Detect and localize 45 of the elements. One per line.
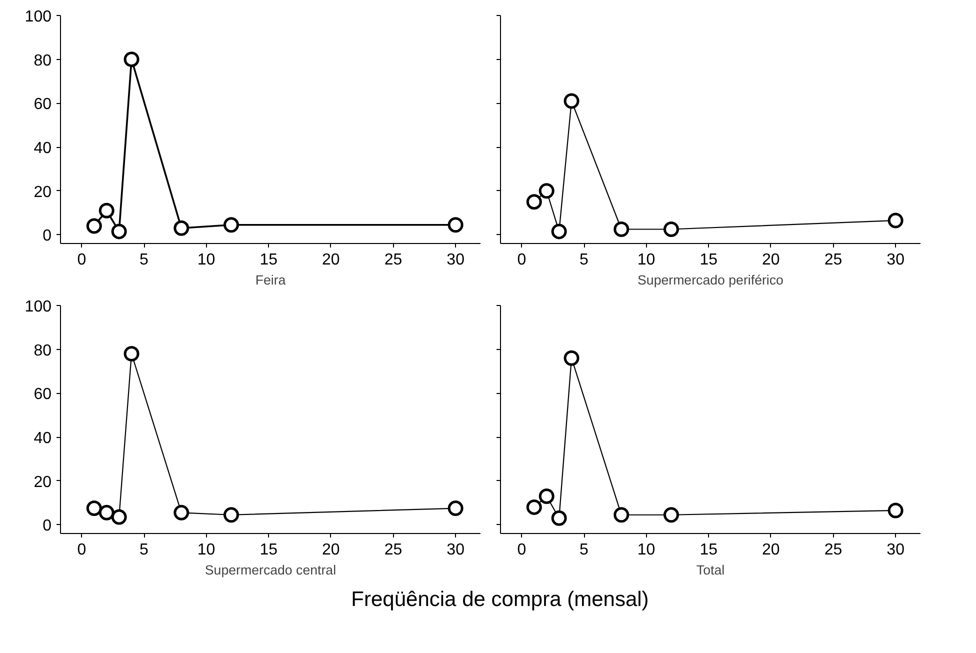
y-tick-label: 20 <box>34 184 52 201</box>
x-tick-label: 25 <box>384 542 402 558</box>
x-tick-label: 5 <box>140 252 149 268</box>
x-tick-label: 30 <box>886 542 905 558</box>
x-tick-label: 10 <box>637 252 656 268</box>
x-tick-label: 20 <box>762 252 780 268</box>
x-tick-label: 20 <box>322 252 340 268</box>
x-tick-label: 15 <box>700 542 718 558</box>
x-axis-title: Supermercado central <box>204 562 336 578</box>
x-tick-label: 30 <box>446 252 465 268</box>
x-tick-label: 25 <box>384 252 402 268</box>
x-tick-label: 0 <box>517 252 526 268</box>
x-tick-label: 10 <box>197 252 216 268</box>
y-tick-label: 20 <box>34 474 52 491</box>
x-tick-label: 5 <box>580 542 589 558</box>
x-axis-title: Total <box>696 562 725 578</box>
x-tick-label: 10 <box>197 542 216 558</box>
y-tick-label: 60 <box>34 96 52 114</box>
x-axis-title: Feira <box>255 272 286 288</box>
x-tick-label: 30 <box>446 542 465 558</box>
x-tick-label: 5 <box>140 542 149 558</box>
x-tick-label: 20 <box>322 542 340 558</box>
y-tick-label: 100 <box>24 8 52 26</box>
text: Freqüência de compra (mensal) <box>351 587 649 613</box>
y-tick-label: 0 <box>42 228 52 245</box>
x-tick-label: 0 <box>77 542 86 558</box>
y-tick-label: 40 <box>34 430 52 448</box>
y-tick-label: 40 <box>34 140 52 158</box>
x-tick-label: 15 <box>260 542 278 558</box>
y-tick-label: 100 <box>24 298 52 316</box>
x-tick-label: 25 <box>824 252 842 268</box>
x-tick-label: 10 <box>637 542 656 558</box>
x-tick-label: 15 <box>700 252 718 268</box>
x-tick-label: 5 <box>580 252 589 268</box>
y-tick-label: 80 <box>34 342 52 360</box>
x-tick-label: 15 <box>260 252 278 268</box>
x-tick-label: 20 <box>762 542 780 558</box>
y-tick-label: 80 <box>34 52 52 70</box>
x-tick-label: 0 <box>517 542 526 558</box>
y-tick-label: 60 <box>34 386 52 404</box>
x-axis-title: Supermercado periférico <box>638 272 784 288</box>
x-tick-label: 0 <box>77 252 86 268</box>
x-tick-label: 25 <box>824 542 842 558</box>
x-tick-label: 30 <box>886 252 905 268</box>
y-tick-label: 0 <box>42 518 52 535</box>
